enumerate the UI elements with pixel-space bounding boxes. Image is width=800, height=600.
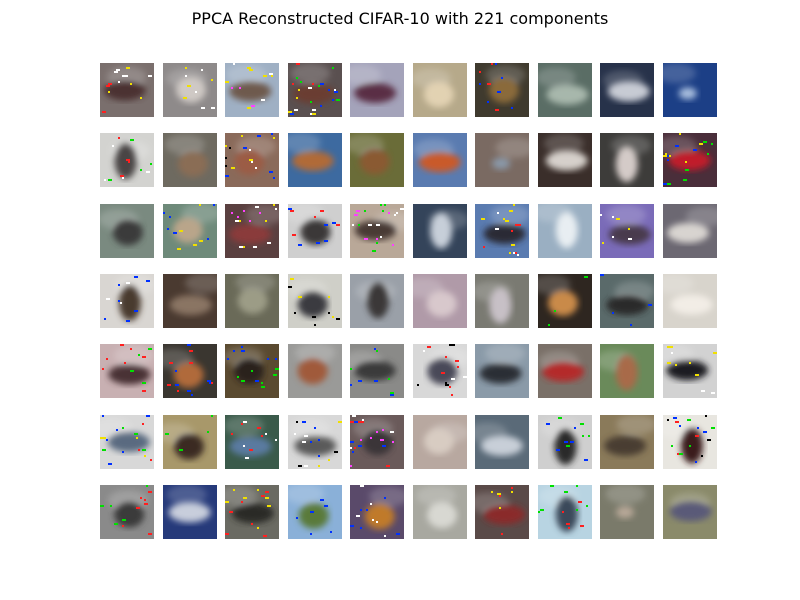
reconstructed-image	[163, 274, 217, 328]
reconstructed-image	[350, 204, 404, 258]
reconstructed-image	[350, 133, 404, 187]
reconstructed-image	[600, 63, 654, 117]
reconstructed-image	[225, 415, 279, 469]
reconstructed-image	[413, 485, 467, 539]
reconstructed-image	[288, 133, 342, 187]
reconstructed-image	[413, 344, 467, 398]
reconstructed-image	[163, 63, 217, 117]
reconstructed-image	[413, 274, 467, 328]
reconstructed-image	[288, 63, 342, 117]
reconstructed-image	[600, 204, 654, 258]
reconstructed-image	[288, 344, 342, 398]
reconstructed-image	[475, 204, 529, 258]
reconstructed-image	[663, 485, 717, 539]
reconstructed-image	[225, 274, 279, 328]
reconstructed-image	[538, 344, 592, 398]
reconstructed-image	[225, 63, 279, 117]
reconstructed-image	[538, 485, 592, 539]
reconstructed-image	[288, 415, 342, 469]
reconstructed-image	[225, 133, 279, 187]
reconstructed-image	[475, 344, 529, 398]
reconstructed-image	[163, 344, 217, 398]
reconstructed-image	[225, 204, 279, 258]
reconstructed-image	[100, 415, 154, 469]
reconstructed-image	[288, 274, 342, 328]
reconstructed-image	[600, 485, 654, 539]
reconstructed-image	[663, 344, 717, 398]
reconstructed-image	[538, 415, 592, 469]
reconstructed-image	[475, 63, 529, 117]
reconstructed-image	[475, 133, 529, 187]
reconstructed-image	[413, 204, 467, 258]
reconstructed-image	[663, 274, 717, 328]
reconstructed-image	[100, 485, 154, 539]
reconstructed-image	[225, 485, 279, 539]
reconstructed-image	[538, 63, 592, 117]
reconstructed-image	[413, 63, 467, 117]
reconstructed-image	[350, 485, 404, 539]
reconstructed-image	[350, 63, 404, 117]
reconstructed-image	[663, 63, 717, 117]
reconstructed-image	[475, 485, 529, 539]
reconstructed-image	[663, 204, 717, 258]
reconstructed-image	[225, 344, 279, 398]
reconstructed-image	[350, 415, 404, 469]
reconstructed-image	[350, 274, 404, 328]
reconstructed-image	[100, 63, 154, 117]
reconstructed-image	[350, 344, 404, 398]
reconstructed-image	[413, 415, 467, 469]
reconstructed-image	[600, 415, 654, 469]
reconstructed-image	[288, 204, 342, 258]
reconstructed-image	[538, 274, 592, 328]
reconstructed-image	[100, 344, 154, 398]
reconstructed-image	[163, 415, 217, 469]
reconstructed-image	[600, 344, 654, 398]
reconstructed-image	[600, 274, 654, 328]
figure-title: PPCA Reconstructed CIFAR-10 with 221 com…	[191, 9, 609, 28]
reconstructed-image	[100, 274, 154, 328]
reconstructed-image	[663, 415, 717, 469]
reconstructed-image	[163, 485, 217, 539]
reconstructed-image	[100, 204, 154, 258]
reconstructed-image	[163, 133, 217, 187]
reconstructed-image	[538, 204, 592, 258]
reconstructed-image	[100, 133, 154, 187]
reconstructed-image	[663, 133, 717, 187]
reconstructed-image	[475, 274, 529, 328]
reconstructed-image	[475, 415, 529, 469]
reconstructed-image	[288, 485, 342, 539]
reconstructed-image	[413, 133, 467, 187]
reconstructed-image	[538, 133, 592, 187]
reconstructed-image	[600, 133, 654, 187]
reconstructed-image	[163, 204, 217, 258]
